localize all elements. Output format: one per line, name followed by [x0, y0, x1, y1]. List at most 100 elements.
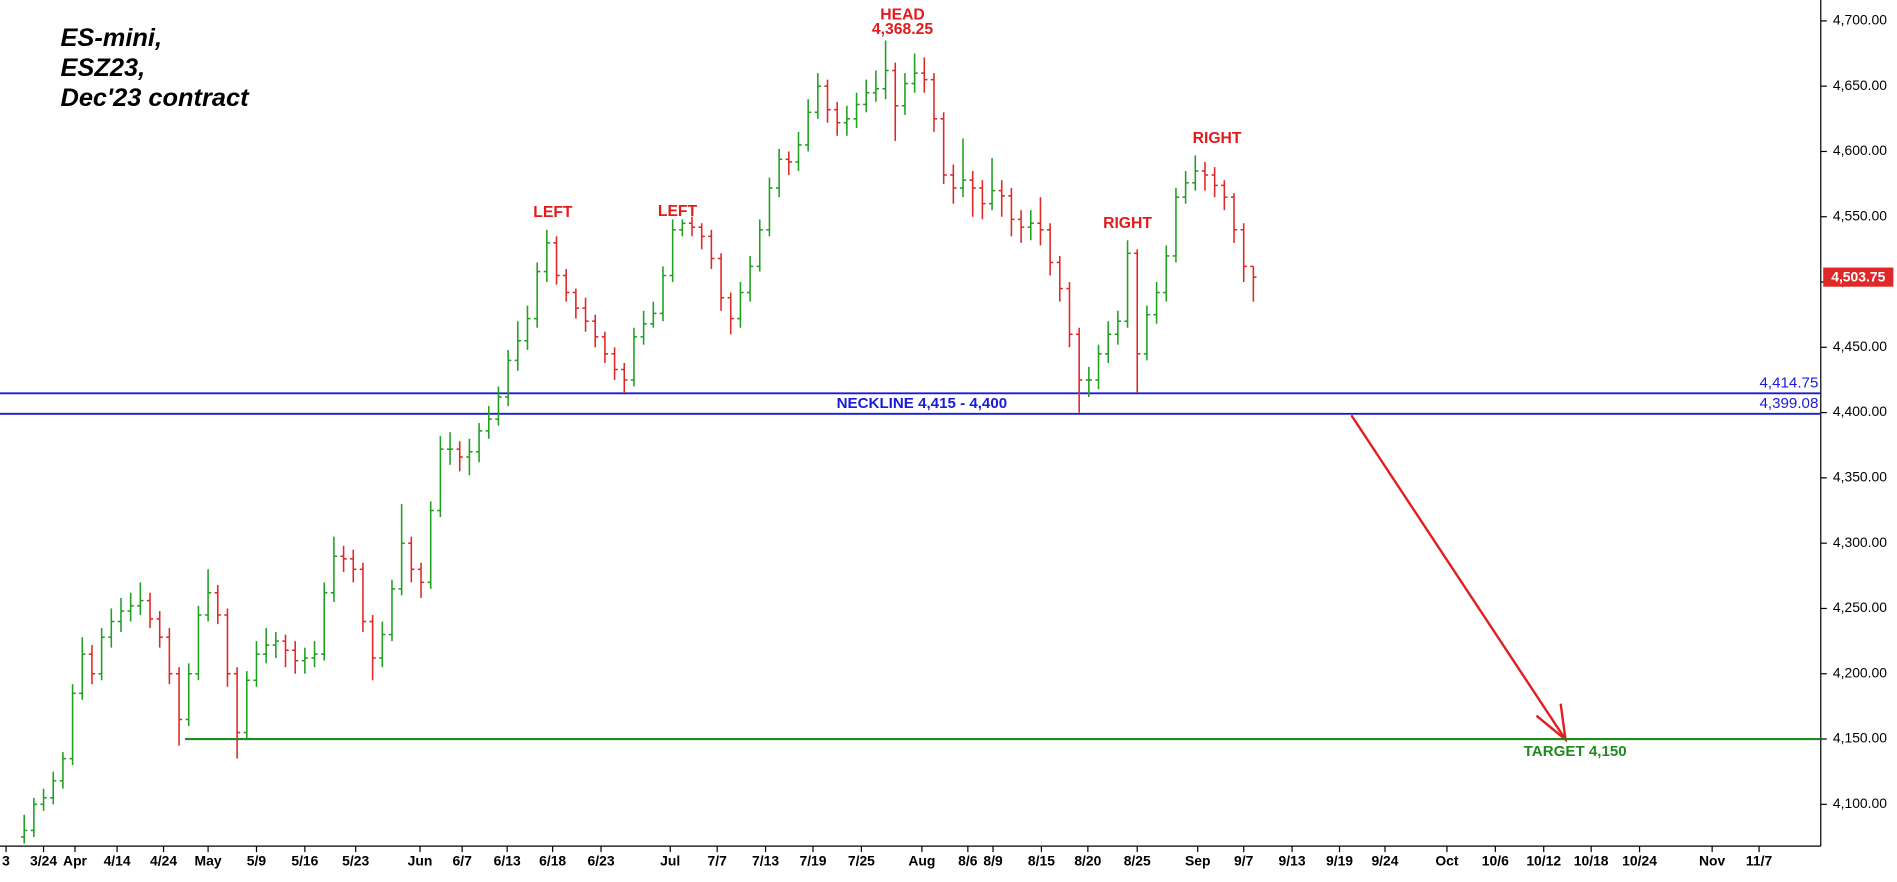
ohlc-bar	[969, 171, 976, 217]
annotation: LEFT	[533, 204, 573, 221]
ohlc-bar	[495, 386, 502, 426]
x-tick-label: 7/19	[799, 852, 826, 868]
y-tick-label: 4,450.00	[1833, 338, 1887, 354]
ohlc-bar	[282, 634, 289, 668]
ohlc-bar	[717, 253, 725, 311]
ohlc-bar	[50, 771, 57, 805]
ohlc-bar	[98, 628, 105, 681]
y-tick-label: 4,350.00	[1833, 469, 1887, 485]
ohlc-bar	[1211, 167, 1218, 198]
x-tick-label: Nov	[1699, 852, 1726, 868]
ohlc-bar	[59, 752, 67, 789]
ohlc-bar	[1134, 249, 1141, 394]
title-line: Dec'23 contract	[60, 84, 250, 112]
x-tick-label: 11/7	[1746, 852, 1773, 868]
title: ES-mini, ESZ23, Dec'23 contract	[60, 24, 250, 112]
ohlc-bar	[1221, 180, 1228, 211]
ohlc-bar	[940, 112, 947, 185]
ohlc-bar	[621, 362, 628, 394]
last-price-label: 4,503.75	[1831, 268, 1885, 284]
ohlc-bar	[553, 236, 560, 285]
ohlc-bar	[214, 584, 221, 625]
ohlc-bar	[263, 628, 270, 664]
ohlc-bar	[805, 99, 812, 152]
annotation: 4,368.25	[872, 21, 933, 38]
ohlc-bar	[166, 628, 173, 685]
ohlc-bar	[582, 297, 589, 332]
ohlc-bar	[543, 229, 550, 283]
x-tick-label: Aug	[908, 852, 935, 868]
x-tick-label: 10/24	[1622, 852, 1657, 868]
ohlc-bar	[137, 582, 144, 615]
y-tick-label: 4,550.00	[1833, 207, 1887, 223]
ohlc-bar	[88, 645, 96, 685]
ohlc-bar	[485, 406, 492, 439]
ohlc-bar	[1076, 327, 1083, 413]
ohlc-bar	[321, 582, 328, 661]
ohlc-bar	[1124, 240, 1131, 328]
ohlc-bar	[185, 663, 192, 726]
ohlc-bar	[1095, 344, 1102, 390]
ohlc-bar	[30, 797, 38, 837]
y-tick-label: 4,300.00	[1833, 534, 1887, 550]
ohlc-bar	[950, 164, 957, 204]
ohlc-bar	[911, 53, 918, 93]
y-tick-label: 4,100.00	[1833, 795, 1887, 811]
x-tick-label: 6/7	[452, 852, 472, 868]
ohlc-bar	[1056, 255, 1063, 302]
ohlc-bar	[369, 614, 376, 681]
ohlc-bar	[979, 180, 986, 220]
ohlc-bar	[814, 73, 821, 119]
x-tick-label: Jun	[408, 852, 433, 868]
ohlc-bar	[688, 216, 696, 237]
ohlc-bar	[698, 223, 705, 250]
ohlc-bar	[1066, 282, 1073, 348]
ohlc-bar	[359, 562, 367, 632]
ohlc-bar	[1017, 210, 1025, 243]
x-tick-label: Oct	[1435, 852, 1459, 868]
ohlc-bar	[108, 608, 115, 648]
ohlc-bar	[901, 73, 909, 115]
ohlc-bar	[204, 569, 212, 622]
ohlc-bar	[756, 219, 763, 272]
ohlc-bar	[630, 327, 638, 387]
ohlc-bar	[727, 292, 734, 335]
ohlc-bar	[882, 40, 889, 100]
ohlc-bar	[737, 282, 744, 328]
y-tick-label: 4,250.00	[1833, 599, 1887, 615]
y-tick-label: 4,700.00	[1833, 12, 1887, 28]
x-tick-label: 3/24	[30, 852, 57, 868]
ohlc-bar	[146, 592, 154, 629]
ohlc-bar	[1114, 310, 1122, 345]
ohlc-bar	[824, 79, 831, 123]
ohlc-bar	[659, 266, 667, 322]
ohlc-bar	[175, 667, 183, 746]
ohlc-bar	[79, 637, 86, 700]
x-tick-label: 6/13	[494, 852, 521, 868]
ohlc-bar	[1163, 245, 1170, 302]
ohlc-bar	[224, 608, 231, 687]
ohlc-bar	[679, 219, 686, 237]
ohlc-bar	[446, 432, 454, 465]
ohlc-bar	[1143, 305, 1151, 361]
ohlc-bar	[233, 667, 241, 759]
ohlc-bar	[504, 349, 512, 407]
y-tick-label: 4,650.00	[1833, 77, 1887, 93]
ohlc-bar	[1240, 223, 1247, 283]
ohlc-bar	[669, 219, 676, 283]
x-tick-label: 9/13	[1279, 852, 1306, 868]
ohlc-bar	[1105, 321, 1112, 363]
x-tick-label: 8/9	[983, 852, 1003, 868]
ohlc-bar	[998, 180, 1005, 217]
ohlc-bar	[959, 138, 967, 198]
ohlc-bar	[853, 92, 860, 128]
ohlc-bar	[1201, 161, 1209, 191]
x-tick-label: Apr	[63, 852, 88, 868]
ohlc-bar	[592, 314, 599, 348]
level-label: 4,414.75	[1760, 375, 1819, 392]
ohlc-bar	[456, 441, 463, 472]
x-tick-label: 6/23	[588, 852, 615, 868]
ohlc-bar	[1027, 210, 1034, 241]
ohlc-bar	[892, 62, 899, 142]
